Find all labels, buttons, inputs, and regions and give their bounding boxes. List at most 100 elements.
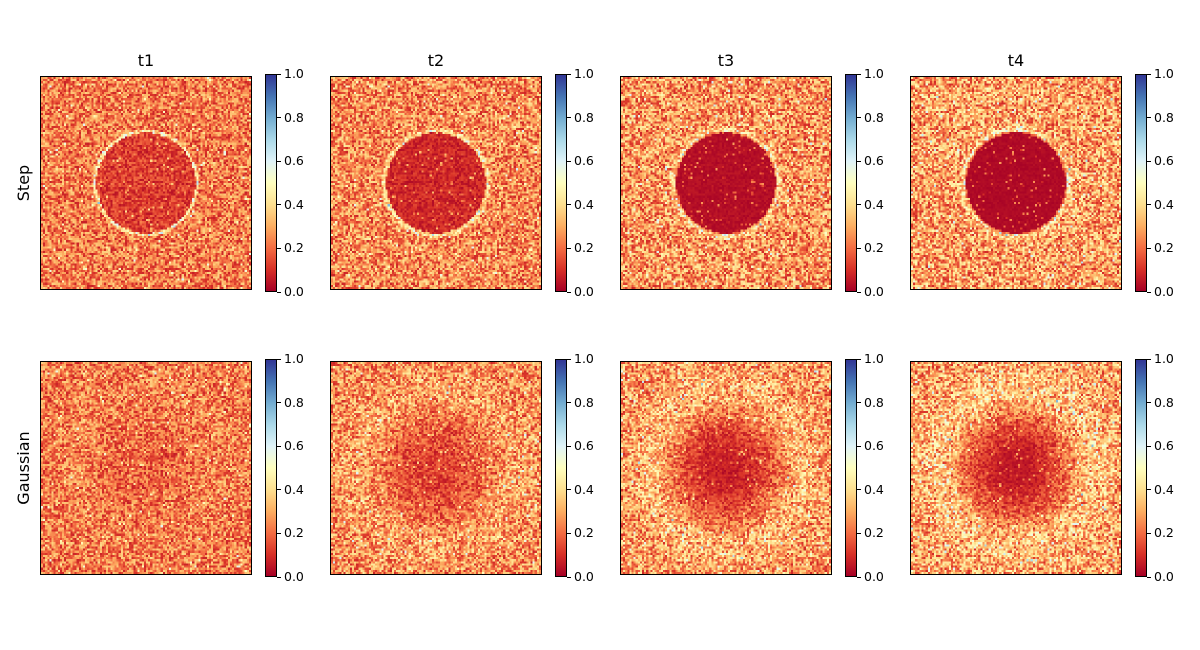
colorbar-tick-label: 0.6 [284, 438, 304, 454]
colorbar-tick-label: 0.0 [864, 569, 884, 584]
colorbar-tick-label: 0.0 [864, 284, 884, 299]
colorbar-tick-label: 1.0 [1154, 351, 1174, 366]
colorbar-tick-label: 0.0 [284, 284, 304, 299]
row-label-gaussian: Gaussian [14, 431, 33, 505]
colorbar-tick-mark [1147, 247, 1151, 249]
colorbar-tick-mark [1147, 358, 1151, 360]
colorbar-tick-mark [567, 445, 571, 447]
colorbar [555, 359, 567, 577]
colorbar-tick-label: 0.2 [864, 525, 884, 541]
colorbar-tick-mark [277, 532, 281, 534]
colorbar-tick-label: 1.0 [574, 351, 594, 366]
colorbar-tick-mark [1147, 402, 1151, 404]
colorbar-tick-label: 0.2 [1154, 240, 1174, 256]
colorbar-tick-label: 1.0 [284, 66, 304, 81]
colorbar-tick-mark [277, 204, 281, 206]
colorbar-tick-mark [277, 247, 281, 249]
colorbar-tick-label: 0.8 [284, 109, 304, 125]
heatmap-step-t4 [910, 76, 1122, 290]
colorbar-tick-mark [567, 358, 571, 360]
colorbar-tick-label: 0.2 [574, 240, 594, 256]
colorbar-tick-label: 0.8 [284, 394, 304, 410]
colorbar-tick-mark [1147, 160, 1151, 162]
colorbar-tick-mark [857, 117, 861, 119]
colorbar-tick-label: 0.8 [1154, 109, 1174, 125]
colorbar-tick-label: 0.4 [1154, 481, 1174, 497]
colorbar-tick-label: 1.0 [284, 351, 304, 366]
column-title-t4: t4 [1007, 51, 1025, 70]
colorbar-tick-mark [1147, 532, 1151, 534]
colorbar-tick-label: 0.2 [284, 525, 304, 541]
colorbar-tick-label: 0.8 [574, 394, 594, 410]
colorbar [265, 74, 277, 292]
colorbar-tick-label: 1.0 [864, 351, 884, 366]
colorbar-tick-mark [567, 576, 571, 578]
colorbar-tick-label: 0.8 [1154, 394, 1174, 410]
heatmap-step-t3 [620, 76, 832, 290]
colorbar-tick-mark [1147, 291, 1151, 293]
colorbar [1135, 359, 1147, 577]
colorbar-tick-mark [1147, 445, 1151, 447]
heatmap-gaussian-t2 [330, 361, 542, 575]
colorbar-tick-mark [567, 291, 571, 293]
colorbar-tick-mark [857, 532, 861, 534]
colorbar-tick-mark [857, 291, 861, 293]
colorbar-tick-label: 0.4 [284, 481, 304, 497]
colorbar [845, 359, 857, 577]
colorbar-tick-mark [567, 117, 571, 119]
colorbar-tick-mark [857, 247, 861, 249]
colorbar-tick-mark [857, 445, 861, 447]
colorbar-tick-mark [277, 73, 281, 75]
colorbar [1135, 74, 1147, 292]
colorbar-tick-label: 1.0 [1154, 66, 1174, 81]
colorbar-tick-mark [857, 160, 861, 162]
colorbar [555, 74, 567, 292]
colorbar-tick-mark [857, 576, 861, 578]
heatmap-gaussian-t3 [620, 361, 832, 575]
colorbar-tick-label: 0.0 [1154, 569, 1174, 584]
heatmap-step-t1 [40, 76, 252, 290]
heatmap-gaussian-t4 [910, 361, 1122, 575]
colorbar-tick-label: 0.0 [574, 569, 594, 584]
colorbar-tick-mark [277, 402, 281, 404]
heatmap-step-t2 [330, 76, 542, 290]
colorbar-tick-label: 0.8 [864, 109, 884, 125]
colorbar-tick-label: 1.0 [574, 66, 594, 81]
colorbar-tick-label: 0.6 [574, 153, 594, 169]
colorbar-tick-mark [857, 358, 861, 360]
colorbar-tick-label: 0.2 [574, 525, 594, 541]
colorbar-tick-label: 0.0 [1154, 284, 1174, 299]
row-label-step: Step [14, 164, 33, 202]
column-title-t2: t2 [427, 51, 445, 70]
colorbar-tick-mark [567, 247, 571, 249]
colorbar-tick-mark [277, 489, 281, 491]
colorbar-tick-mark [567, 402, 571, 404]
colorbar-tick-label: 0.6 [574, 438, 594, 454]
colorbar-tick-mark [277, 576, 281, 578]
column-title-t1: t1 [137, 51, 155, 70]
colorbar-tick-mark [857, 73, 861, 75]
colorbar [265, 359, 277, 577]
colorbar-tick-label: 0.4 [574, 481, 594, 497]
colorbar-tick-mark [277, 358, 281, 360]
colorbar-tick-label: 0.6 [864, 153, 884, 169]
colorbar-tick-label: 0.4 [284, 196, 304, 212]
colorbar-tick-label: 0.4 [574, 196, 594, 212]
colorbar-tick-label: 0.0 [574, 284, 594, 299]
colorbar-tick-mark [1147, 73, 1151, 75]
colorbar-tick-label: 0.4 [1154, 196, 1174, 212]
colorbar-tick-mark [1147, 576, 1151, 578]
colorbar-tick-mark [1147, 489, 1151, 491]
colorbar-tick-label: 0.8 [864, 394, 884, 410]
colorbar-tick-label: 0.8 [574, 109, 594, 125]
colorbar-tick-mark [567, 489, 571, 491]
colorbar-tick-label: 0.2 [1154, 525, 1174, 541]
colorbar-tick-mark [567, 204, 571, 206]
colorbar-tick-mark [857, 204, 861, 206]
colorbar-tick-mark [277, 117, 281, 119]
colorbar-tick-mark [1147, 204, 1151, 206]
colorbar-tick-label: 0.0 [284, 569, 304, 584]
colorbar-tick-mark [277, 160, 281, 162]
colorbar-tick-label: 0.4 [864, 196, 884, 212]
